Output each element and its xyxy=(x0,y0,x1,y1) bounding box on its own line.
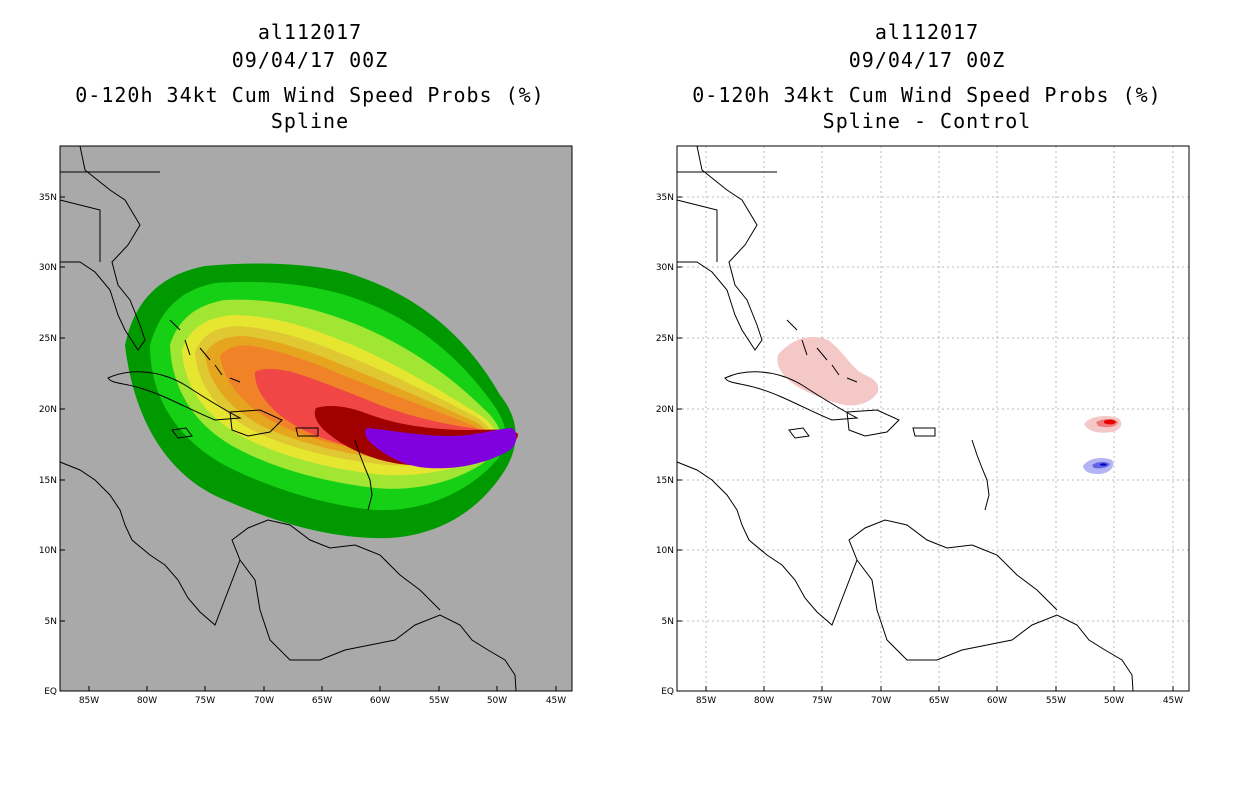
right-lon-ticks: 85W 80W 75W 70W 65W 60W 55W 50W 45W xyxy=(696,686,1183,706)
left-map-panel: 35N 30N 25N 20N 15N 10N 5N EQ 85W 80W 75W 70W 65W 60… xyxy=(39,145,573,706)
left-lon-label: 50W xyxy=(487,696,507,706)
prob-band-90 xyxy=(365,428,517,469)
left-axes: 35N 30N 25N 20N 15N 10N 5N EQ 85W 80W 75W 70W 65W 60… xyxy=(39,145,573,706)
right-lesser-antilles xyxy=(971,439,990,511)
right-lon-label: 80W xyxy=(754,696,774,706)
right-lat-label: 5N xyxy=(662,617,674,627)
left-central-america xyxy=(59,461,356,626)
right-lon-label: 70W xyxy=(871,696,891,706)
right-subtitle: Spline - Control xyxy=(822,109,1032,133)
right-lon-label: 45W xyxy=(1163,696,1183,706)
right-difference-field xyxy=(777,336,1122,474)
left-subtitle: Spline xyxy=(270,109,350,133)
right-bahamas xyxy=(786,319,858,383)
right-lat-label: 10N xyxy=(656,546,674,556)
left-us-coast xyxy=(60,145,146,351)
left-lon-label: 45W xyxy=(546,696,566,706)
left-us-boundary xyxy=(59,171,160,262)
left-coastlines xyxy=(59,145,517,692)
right-axes: 35N 30N 25N 20N 15N 10N 5N EQ 85W 80W 75W 70W 65W 60… xyxy=(656,145,1190,706)
left-lon-label: 80W xyxy=(137,696,157,706)
left-lat-ticks: 35N 30N 25N 20N 15N 10N 5N EQ xyxy=(39,193,65,697)
left-lat-label: 25N xyxy=(39,334,57,344)
left-lon-label: 65W xyxy=(312,696,332,706)
left-lon-label: 70W xyxy=(254,696,274,706)
right-lon-label: 85W xyxy=(696,696,716,706)
diff-positive-region-bahamas xyxy=(777,336,879,406)
right-us-coast xyxy=(677,145,763,351)
left-lon-label: 85W xyxy=(79,696,99,706)
left-lesser-antilles xyxy=(354,439,373,511)
right-title-block: al112017 09/04/17 00Z 0-120h 34kt Cum Wi… xyxy=(677,18,1177,134)
left-product: 0-120h 34kt Cum Wind Speed Probs (%) xyxy=(75,83,545,107)
right-cuba xyxy=(724,371,859,421)
left-title-block: al112017 09/04/17 00Z 0-120h 34kt Cum Wi… xyxy=(60,18,560,134)
right-lat-label: 30N xyxy=(656,263,674,273)
right-lat-label: 35N xyxy=(656,193,674,203)
left-hispaniola xyxy=(229,409,283,437)
right-lat-label: EQ xyxy=(661,687,674,697)
right-lon-label: 60W xyxy=(987,696,1007,706)
right-coastlines xyxy=(676,145,1134,692)
left-datetime: 09/04/17 00Z xyxy=(231,48,389,72)
left-lat-label: 5N xyxy=(45,617,57,627)
left-jamaica xyxy=(171,427,193,439)
left-lon-label: 60W xyxy=(370,696,390,706)
right-product: 0-120h 34kt Cum Wind Speed Probs (%) xyxy=(692,83,1162,107)
left-lon-label: 55W xyxy=(429,696,449,706)
right-jamaica xyxy=(788,427,810,439)
left-lat-label: 15N xyxy=(39,476,57,486)
right-storm-id: al112017 xyxy=(874,20,980,44)
right-lon-label: 65W xyxy=(929,696,949,706)
left-lat-label: 20N xyxy=(39,405,57,415)
left-cuba xyxy=(107,371,242,421)
left-lon-ticks: 85W 80W 75W 70W 65W 60W 55W 50W 45W xyxy=(79,686,566,706)
right-puerto-rico xyxy=(912,427,936,437)
right-map-panel: 35N 30N 25N 20N 15N 10N 5N EQ 85W 80W 75W 70W 65W 60… xyxy=(656,145,1190,706)
diff-negative-peak xyxy=(1100,463,1107,466)
right-lat-label: 20N xyxy=(656,405,674,415)
right-lon-label: 50W xyxy=(1104,696,1124,706)
right-central-america xyxy=(676,461,973,626)
right-south-america xyxy=(856,544,1134,692)
left-lat-label: 10N xyxy=(39,546,57,556)
left-lat-label: EQ xyxy=(44,687,57,697)
right-us-boundary xyxy=(676,171,777,262)
diff-positive-peak xyxy=(1104,419,1116,425)
left-lon-label: 75W xyxy=(195,696,215,706)
left-lat-label: 30N xyxy=(39,263,57,273)
right-hispaniola xyxy=(846,409,900,437)
right-lon-label: 75W xyxy=(812,696,832,706)
right-lon-label: 55W xyxy=(1046,696,1066,706)
right-datetime: 09/04/17 00Z xyxy=(848,48,1006,72)
right-lat-label: 25N xyxy=(656,334,674,344)
left-bahamas xyxy=(169,319,241,383)
left-puerto-rico xyxy=(295,427,319,437)
left-probability-field xyxy=(125,263,518,539)
right-lat-ticks: 35N 30N 25N 20N 15N 10N 5N EQ xyxy=(656,193,682,697)
left-storm-id: al112017 xyxy=(257,20,363,44)
right-lat-label: 15N xyxy=(656,476,674,486)
left-south-america xyxy=(239,544,517,692)
left-lat-label: 35N xyxy=(39,193,57,203)
right-grid xyxy=(677,146,1189,691)
